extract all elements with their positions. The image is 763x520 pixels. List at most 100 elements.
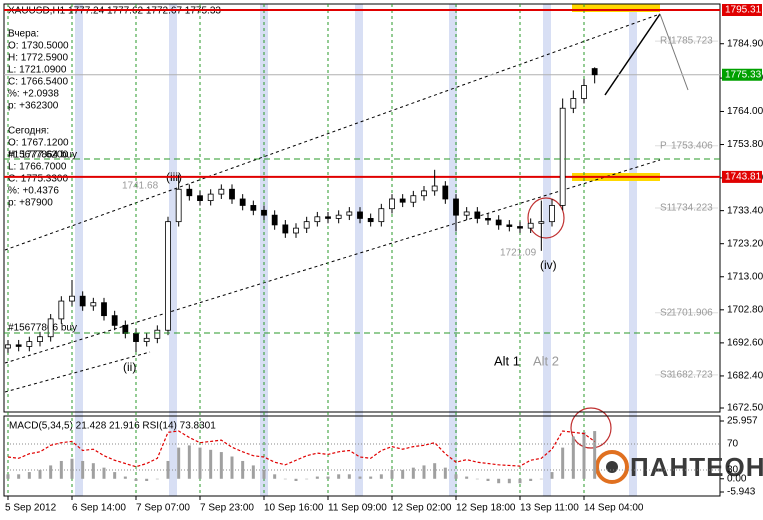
macd-bar — [390, 469, 394, 479]
macd-bar — [17, 474, 21, 479]
candle-body — [325, 216, 331, 219]
pivot-value: 1785.723 — [671, 36, 713, 47]
macd-bar — [241, 460, 245, 479]
candle-body — [111, 315, 118, 326]
pivot-value: 1682.723 — [671, 370, 713, 381]
indicator-title: MACD(5,34,5) 21.428 21.916 RSI(14) 73.83… — [9, 421, 216, 432]
price-box-label: 1743.81 — [725, 172, 762, 183]
candle-body — [335, 214, 342, 219]
info-line: C: 1766.5400 — [8, 77, 68, 88]
macd-bar — [113, 472, 117, 479]
macd-bar — [369, 476, 373, 479]
macd-bar — [209, 449, 213, 479]
macd-bar — [401, 469, 405, 479]
alt-label: Alt 1 — [494, 353, 520, 368]
info-line: L: 1766.7000 — [8, 162, 67, 173]
info-line: %: +0.4376 — [8, 186, 59, 197]
candle-body — [378, 208, 385, 223]
macd-bar — [273, 474, 277, 479]
macd-bar — [422, 465, 426, 479]
wave-label: (ii) — [123, 360, 136, 374]
logo: ПАНТЕОН — [595, 450, 763, 484]
candle-body — [485, 218, 491, 221]
y-tick-label: 1723.20 — [727, 238, 763, 249]
macd-bar — [358, 476, 362, 479]
y-tick-label: -5.943 — [727, 487, 756, 498]
macd-bar — [91, 463, 95, 479]
candle-body — [474, 211, 481, 219]
projection — [659, 13, 689, 91]
candle-body — [314, 216, 321, 223]
price-box-label: 1795.31 — [725, 5, 762, 16]
candle-body — [90, 302, 97, 307]
candle-body — [58, 300, 65, 320]
y-tick-label: 1692.60 — [727, 338, 763, 349]
macd-bar — [102, 467, 106, 479]
alt-label: Alt 2 — [533, 353, 559, 368]
candle-body — [101, 302, 107, 317]
macd-bar — [433, 463, 437, 479]
candle-body — [357, 211, 363, 219]
info-line: p: +362300 — [8, 101, 59, 112]
candle-body — [495, 219, 502, 226]
candle-body — [175, 188, 182, 223]
macd-bar — [166, 460, 170, 479]
y-tick-label: 0.00 — [727, 473, 747, 484]
y2-tick-label: 70 — [727, 439, 739, 450]
pivot-label: S1 — [660, 203, 673, 214]
y-tick-label: 1702.80 — [727, 304, 763, 315]
macd-bar — [187, 445, 191, 479]
price-note: 1741.68 — [122, 181, 159, 192]
highlight-circle — [570, 407, 612, 449]
macd-bar — [219, 452, 223, 479]
macd-bar — [315, 476, 319, 479]
macd-bar — [38, 469, 42, 479]
x-tick-label: 11 Sep 09:00 — [328, 503, 387, 514]
candle-body — [527, 222, 534, 229]
macd-bar — [571, 436, 575, 479]
pivot-value: 1734.223 — [671, 203, 713, 214]
macd-bar — [443, 467, 447, 479]
symbol-header: XAUUSD,H1 1777.24 1777.62 1772.67 1775.3… — [8, 6, 221, 17]
macd-bar — [145, 478, 149, 481]
price-box — [722, 170, 762, 183]
x-tick-label: 6 Sep 14:00 — [72, 503, 126, 514]
candle-body — [271, 214, 278, 226]
candle-body — [421, 190, 427, 197]
candle-body — [570, 98, 577, 109]
x-tick-label: 13 Sep 11:00 — [520, 503, 579, 514]
indicator-panel — [3, 415, 721, 497]
y-tick-label: 1733.40 — [727, 205, 763, 216]
macd-bar — [59, 460, 63, 479]
macd-bar — [529, 478, 533, 481]
candle-body — [399, 198, 406, 203]
macd-bar — [561, 447, 565, 479]
candle-body — [5, 344, 11, 349]
price-note: 1721.09 — [500, 248, 537, 259]
pivot-value: 1753.406 — [671, 140, 713, 151]
candle-body — [293, 227, 299, 234]
candle-body — [453, 198, 459, 216]
info-heading: Вчера: — [8, 29, 39, 40]
highlight-circle — [527, 197, 565, 239]
macd-bar — [475, 478, 479, 480]
candle-body — [239, 198, 246, 206]
price-box-label: 1775.33 — [725, 69, 762, 80]
pivot-label: S2 — [660, 307, 673, 318]
order-label: #15677866 buy — [8, 323, 77, 334]
macd-bar — [411, 467, 415, 479]
macd-bar — [465, 476, 469, 479]
macd-bar — [305, 478, 309, 480]
x-tick-label: 14 Sep 04:00 — [584, 503, 644, 514]
macd-bar — [155, 478, 159, 480]
candle-body — [282, 224, 289, 234]
candle-body — [197, 195, 203, 201]
candle-body — [143, 337, 150, 342]
candle-body — [26, 341, 33, 347]
candle-body — [367, 218, 374, 223]
y-tick-label: 1764.00 — [727, 106, 763, 117]
candle-body — [69, 295, 75, 302]
macd-bar — [262, 469, 266, 479]
candle-body — [218, 188, 225, 195]
